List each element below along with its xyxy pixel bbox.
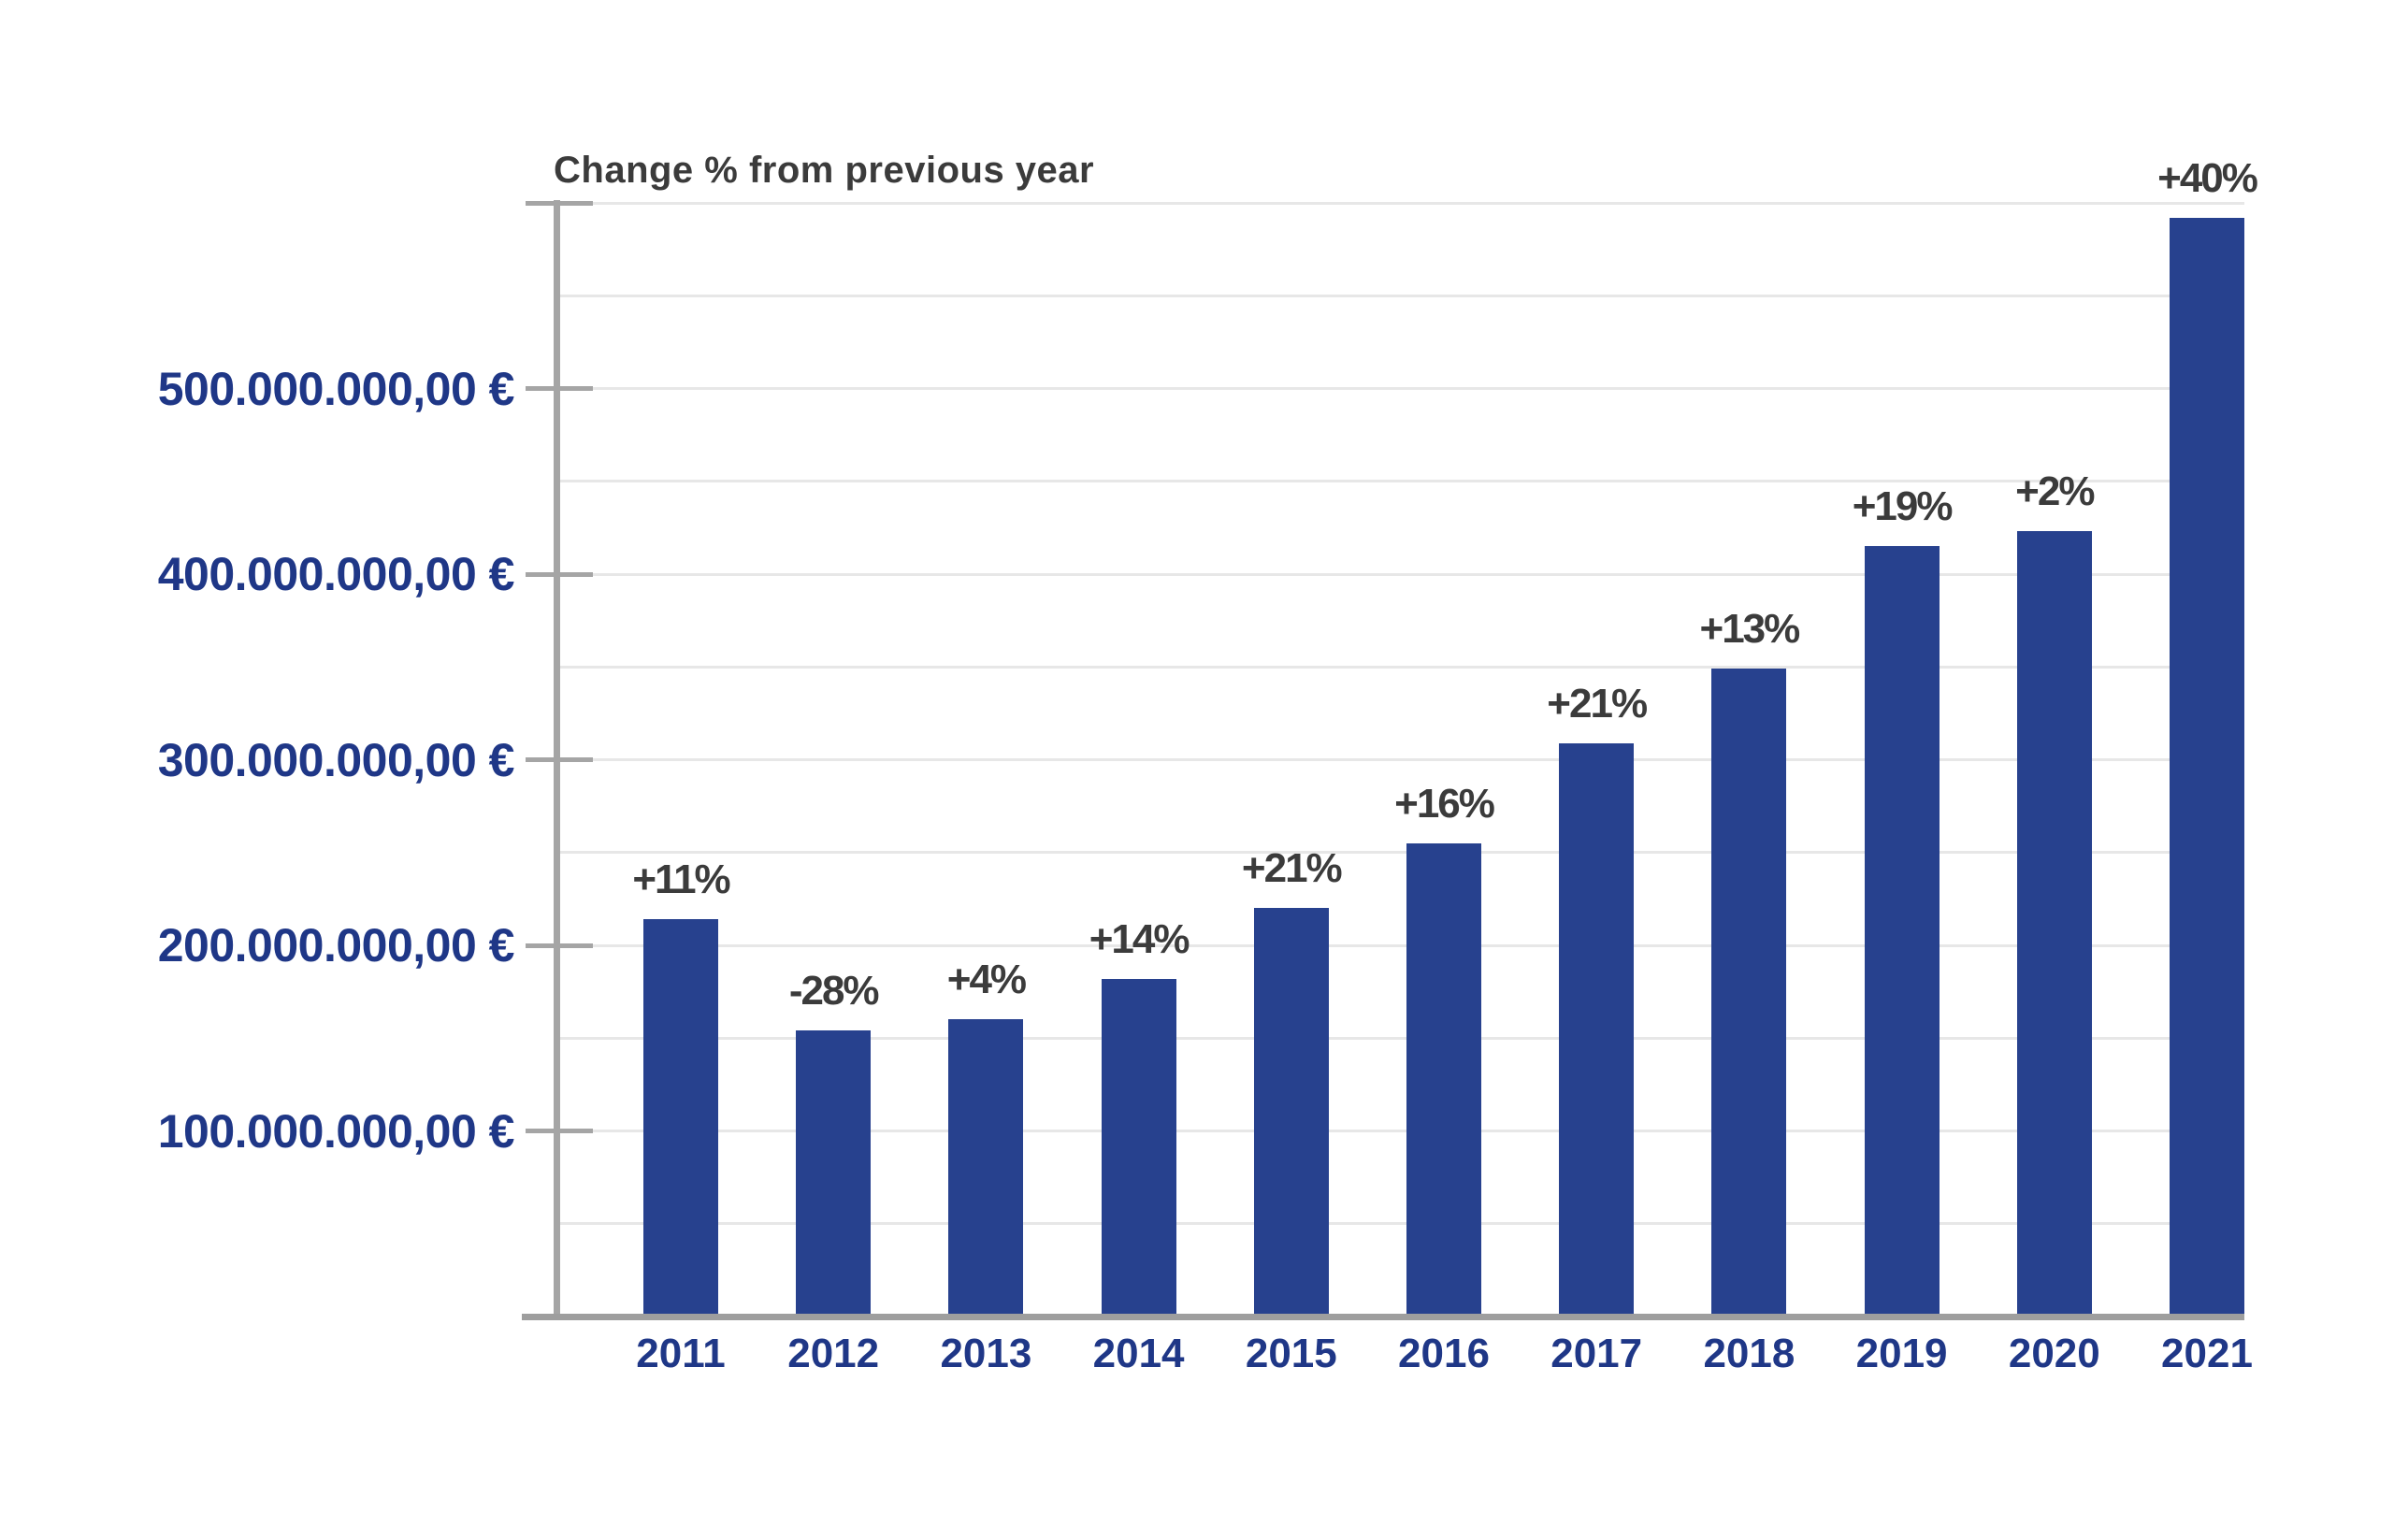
gridline-450m xyxy=(554,480,2244,483)
bar-2015 xyxy=(1254,908,1329,1317)
x-tick-label-2020: 2020 xyxy=(2008,1331,2100,1376)
y-tick-label-100m: 100.000.000,00 € xyxy=(157,1104,515,1158)
bar-2021 xyxy=(2170,217,2244,1317)
bar-2011 xyxy=(643,919,718,1317)
gridline-550m xyxy=(554,294,2244,297)
bar-value-label-2020: +2% xyxy=(2015,468,2095,515)
bar-value-label-2013: +4% xyxy=(946,957,1027,1003)
x-tick-label-2015: 2015 xyxy=(1245,1331,1337,1376)
y-axis-line xyxy=(554,200,560,1317)
gridline-50m xyxy=(554,1222,2244,1226)
chart-title: Change % from previous year xyxy=(554,150,1095,191)
gridline-150m xyxy=(554,1036,2244,1040)
bar-2019 xyxy=(1865,546,1940,1317)
bar-value-label-2012: -28% xyxy=(788,968,880,1015)
bar-2016 xyxy=(1406,842,1481,1317)
y-tick-label-400m: 400.000.000,00 € xyxy=(157,548,515,600)
bar-value-label-2016: +16% xyxy=(1394,780,1495,827)
x-tick-label-2019: 2019 xyxy=(1855,1331,1948,1376)
bar-value-label-2019: +19% xyxy=(1852,483,1954,530)
gridline-400m xyxy=(554,572,2244,576)
x-tick-label-2013: 2013 xyxy=(940,1331,1032,1376)
bar-2017 xyxy=(1559,742,1634,1317)
gridline-300m xyxy=(554,758,2244,761)
y-tick-label-500m: 500.000.000,00 € xyxy=(157,362,515,415)
x-tick-label-2011: 2011 xyxy=(636,1331,726,1376)
bar-2018 xyxy=(1711,669,1786,1317)
gridline-100m xyxy=(554,1130,2244,1132)
x-tick-label-2012: 2012 xyxy=(787,1331,880,1376)
bar-value-label-2021: +40% xyxy=(2157,154,2258,201)
y-tick-label-200m: 200.000.000,00 € xyxy=(157,919,515,971)
gridline-350m xyxy=(554,665,2244,669)
bar-value-label-2015: +21% xyxy=(1241,845,1343,892)
bar-2014 xyxy=(1102,978,1176,1317)
x-tick-label-2018: 2018 xyxy=(1703,1331,1796,1376)
x-axis-baseline xyxy=(522,1314,2244,1320)
gridline-500m xyxy=(554,387,2244,390)
x-tick-label-2017: 2017 xyxy=(1550,1331,1643,1376)
bar-2020 xyxy=(2017,531,2092,1317)
gridline-250m xyxy=(554,851,2244,855)
gridline-200m xyxy=(554,943,2244,947)
x-tick-label-2021: 2021 xyxy=(2161,1331,2253,1376)
bar-2012 xyxy=(796,1030,871,1317)
y-tick-label-300m: 300.000.000,00 € xyxy=(157,733,515,786)
x-tick-label-2016: 2016 xyxy=(1398,1331,1490,1376)
x-tick-label-2014: 2014 xyxy=(1092,1331,1185,1376)
bar-value-label-2017: +21% xyxy=(1547,680,1648,727)
bar-2013 xyxy=(948,1019,1023,1317)
bar-value-label-2018: +13% xyxy=(1699,606,1801,653)
gridline-600m xyxy=(554,201,2244,205)
bar-value-label-2014: +14% xyxy=(1089,915,1190,962)
bar-value-label-2011: +11% xyxy=(632,856,730,903)
